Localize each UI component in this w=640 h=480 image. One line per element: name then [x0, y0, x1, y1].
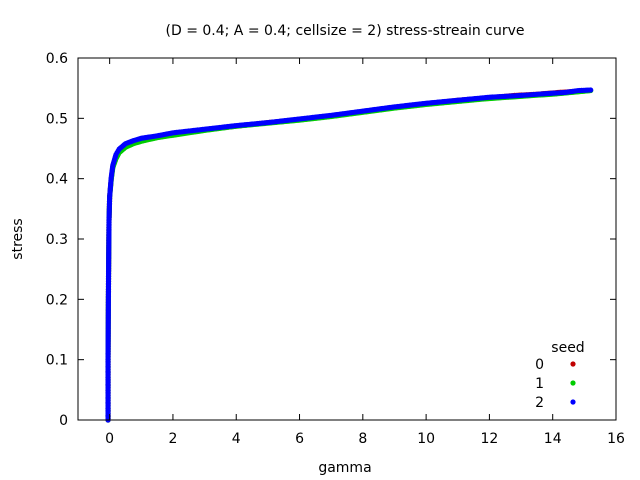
x-tick-label: 2 — [168, 431, 177, 447]
data-point — [588, 87, 594, 93]
legend-marker — [570, 399, 576, 405]
y-tick-label: 0.2 — [46, 292, 68, 308]
legend-title: seed — [551, 340, 584, 356]
x-tick-label: 16 — [607, 431, 625, 447]
x-axis-label: gamma — [318, 460, 371, 476]
chart-title: (D = 0.4; A = 0.4; cellsize = 2) stress-… — [166, 23, 525, 39]
y-tick-label: 0.5 — [46, 111, 68, 127]
data-points — [105, 87, 594, 423]
legend-label: 0 — [535, 357, 544, 373]
x-tick-label: 4 — [232, 431, 241, 447]
x-tick-label: 0 — [105, 431, 114, 447]
x-tick-label: 12 — [480, 431, 498, 447]
y-tick-label: 0.1 — [46, 353, 68, 369]
legend-marker — [570, 361, 576, 367]
x-tick-label: 8 — [358, 431, 367, 447]
legend-label: 2 — [535, 395, 544, 411]
legend-label: 1 — [535, 376, 544, 392]
y-tick-label: 0.6 — [46, 51, 68, 67]
y-tick-label: 0.4 — [46, 172, 68, 188]
x-tick-label: 6 — [295, 431, 304, 447]
series-2 — [105, 87, 594, 423]
x-tick-label: 14 — [544, 431, 562, 447]
y-tick-label: 0.3 — [46, 232, 68, 248]
x-tick-label: 10 — [417, 431, 435, 447]
y-axis-label: stress — [10, 218, 26, 259]
legend-marker — [570, 380, 576, 386]
legend: seed 0 1 2 — [535, 340, 585, 411]
y-tick-label: 0 — [59, 413, 68, 429]
